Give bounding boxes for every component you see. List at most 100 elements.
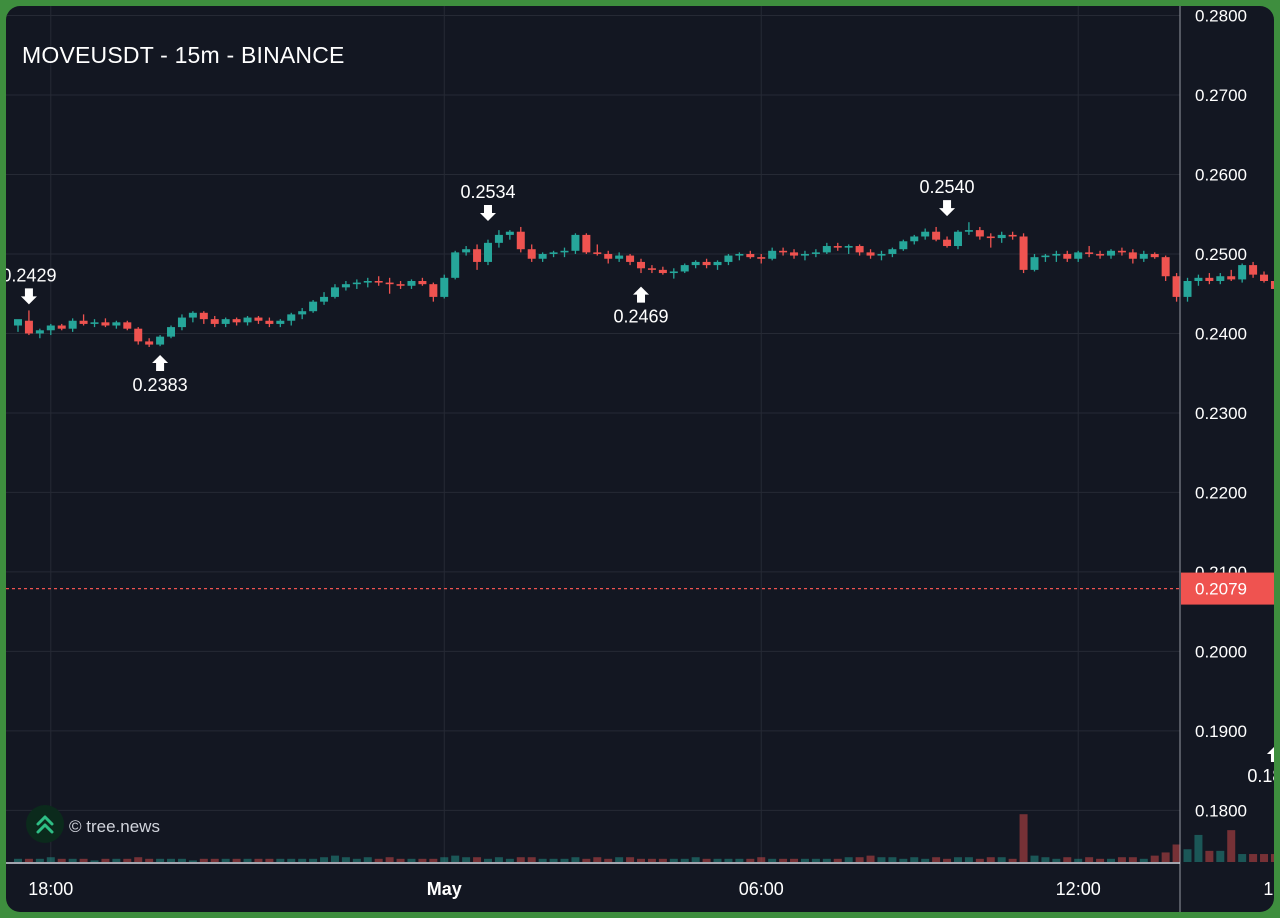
- volume-bar: [188, 860, 197, 862]
- volume-bar: [702, 858, 711, 862]
- volume-bar: [746, 858, 755, 862]
- candle: [626, 253, 635, 266]
- candle-body: [429, 284, 438, 297]
- volume-bar: [538, 858, 547, 862]
- arrow-down-icon: [479, 204, 496, 221]
- candle: [385, 277, 394, 294]
- candlestick-chart[interactable]: 0.2429 0.2383 0.2534 0.2469 0.2540 0.1891 0.28…: [6, 6, 1274, 912]
- candle-body: [298, 311, 307, 315]
- candle-body: [582, 234, 591, 253]
- candle-body: [1172, 276, 1181, 297]
- volume-bar: [1128, 857, 1137, 862]
- candle-body: [1249, 265, 1258, 275]
- volume-bar: [1183, 849, 1192, 862]
- volume-bar: [1085, 857, 1094, 862]
- volume-bar: [1260, 854, 1269, 862]
- volume-bar: [276, 858, 285, 862]
- candle-body: [352, 282, 361, 285]
- volume-bar: [855, 857, 864, 862]
- volume-bar: [101, 858, 110, 862]
- volume-bar: [975, 858, 984, 862]
- candle-body: [964, 230, 973, 232]
- candle: [221, 317, 230, 328]
- volume-bar: [407, 858, 416, 862]
- volume-bar: [822, 858, 831, 862]
- candle-body: [932, 231, 941, 240]
- candle: [527, 244, 536, 262]
- volume-bar: [265, 858, 274, 862]
- candle: [735, 252, 744, 261]
- price-annotation: 0.1891: [1247, 766, 1274, 786]
- candle: [1008, 231, 1017, 240]
- y-tick-label: 0.1800: [1195, 801, 1247, 820]
- volume-bar: [243, 858, 252, 862]
- volume-bar: [669, 858, 678, 862]
- candle-body: [320, 296, 329, 302]
- tree-news-logo-icon: [26, 805, 64, 843]
- candle: [407, 279, 416, 289]
- volume-bar: [1030, 855, 1039, 862]
- arrow-up-icon: [1266, 746, 1274, 763]
- candle: [177, 314, 186, 331]
- candle-body: [1260, 274, 1269, 282]
- candle-body: [177, 317, 186, 328]
- volume-bar: [145, 858, 154, 862]
- candle-body: [1074, 252, 1083, 259]
- price-annotation: 0.2383: [133, 375, 188, 395]
- candle: [210, 315, 219, 328]
- candle-body: [691, 261, 700, 266]
- candle: [637, 258, 646, 274]
- volume-bar: [363, 857, 372, 862]
- candle: [298, 308, 307, 320]
- candle-body: [156, 336, 165, 345]
- candle-body: [986, 236, 995, 239]
- candle: [57, 323, 66, 331]
- candle: [822, 242, 831, 254]
- volume-bar: [560, 858, 569, 862]
- candle: [713, 260, 722, 270]
- volume-bar: [1161, 852, 1170, 862]
- candle: [243, 315, 252, 326]
- candle-body: [221, 319, 230, 324]
- candle: [943, 236, 952, 248]
- candle: [669, 268, 678, 279]
- watermark: © tree.news: [69, 817, 160, 836]
- candle-body: [1150, 253, 1159, 258]
- volume-bar: [287, 858, 296, 862]
- candle-body: [943, 239, 952, 247]
- volume-bar: [462, 857, 471, 862]
- volume-bar: [626, 857, 635, 862]
- y-tick-label: 0.2200: [1195, 483, 1247, 502]
- volume-bar: [79, 858, 88, 862]
- candle-body: [35, 330, 44, 334]
- candle-body: [800, 253, 809, 256]
- candle-body: [505, 231, 514, 235]
- candle: [549, 250, 558, 258]
- candle: [112, 320, 121, 329]
- volume-bar: [330, 855, 339, 862]
- volume-bar: [298, 858, 307, 862]
- volume-bar: [1117, 857, 1126, 862]
- candle-body: [975, 230, 984, 237]
- candle: [440, 274, 449, 299]
- volume-bar: [1041, 857, 1050, 862]
- candle-body: [1096, 253, 1105, 256]
- volume-bar: [986, 857, 995, 862]
- candle-body: [1194, 277, 1203, 282]
- candle-body: [210, 319, 219, 324]
- candle: [560, 247, 569, 258]
- candle: [188, 311, 197, 323]
- volume-bar: [221, 858, 230, 862]
- volume-bar: [516, 857, 525, 862]
- volume-bar: [429, 858, 438, 862]
- candle: [757, 253, 766, 264]
- x-tick-label: 06:00: [739, 879, 784, 899]
- candle-body: [265, 320, 274, 324]
- volume-bar: [232, 858, 241, 862]
- candle-body: [833, 246, 842, 248]
- candle-body: [724, 255, 733, 262]
- candle-body: [24, 320, 33, 334]
- candle: [1107, 249, 1115, 259]
- volume-bar: [24, 858, 33, 862]
- candle: [1260, 271, 1269, 283]
